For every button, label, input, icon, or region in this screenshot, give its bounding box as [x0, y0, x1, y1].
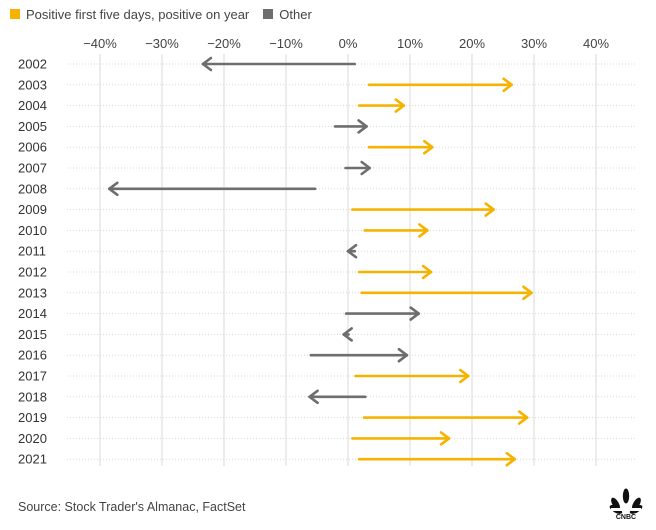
y-tick-label: 2006	[18, 140, 47, 155]
x-tick-label: 10%	[397, 36, 423, 51]
arrow-head	[397, 347, 409, 363]
arrow-head	[394, 98, 406, 113]
arrow-head	[505, 451, 517, 467]
legend-swatch-other	[263, 9, 274, 19]
x-tick-label: −20%	[207, 36, 241, 51]
y-tick-label: 2020	[18, 431, 47, 446]
y-tick-label: 2012	[18, 265, 47, 280]
arrow-head	[418, 223, 429, 238]
legend-item-positive[interactable]: Positive first five days, positive on ye…	[10, 7, 249, 22]
legend-label-other: Other	[279, 6, 312, 22]
y-tick-label: 2005	[18, 119, 47, 134]
x-tick-label: 40%	[583, 36, 609, 51]
y-tick-label: 2016	[18, 348, 47, 363]
y-tick-label: 2014	[18, 306, 47, 321]
x-tick-label: −10%	[269, 36, 303, 51]
arrow-head	[502, 77, 513, 93]
legend: Positive first five days, positive on ye…	[10, 5, 326, 23]
y-tick-label: 2007	[18, 161, 47, 176]
y-tick-label: 2017	[18, 369, 47, 384]
arrow-head	[439, 431, 451, 446]
legend-label-positive: Positive first five days, positive on ye…	[26, 6, 250, 22]
arrow-chart: −40% −30% −20% −10% 0% 10% 20% 30% 40% 2002 2003 20…	[18, 36, 636, 467]
arrow-head	[458, 368, 470, 384]
arrow-head	[484, 202, 495, 217]
y-tick-label: 2018	[18, 389, 47, 404]
arrow-head	[360, 160, 371, 176]
y-tick-label: 2009	[18, 202, 47, 217]
y-tick-label: 2015	[18, 327, 47, 342]
peacock-logo: CNBC	[609, 488, 643, 521]
source-note: Source: Stock Trader's Almanac, FactSet	[18, 500, 246, 514]
arrow-head	[346, 243, 358, 259]
x-tick-label: 30%	[521, 36, 547, 51]
y-tick-label: 2004	[18, 98, 47, 113]
x-tick-label: −30%	[145, 36, 179, 51]
logo-text: CNBC	[616, 514, 636, 521]
y-tick-label: 2013	[18, 285, 47, 300]
arrow-head	[357, 119, 368, 134]
y-tick-label: 2019	[18, 410, 47, 425]
x-tick-label: −40%	[83, 36, 117, 51]
legend-swatch-positive	[10, 9, 20, 19]
arrow-head	[522, 285, 533, 301]
arrow-head	[421, 264, 433, 280]
y-tick-label: 2011	[18, 244, 46, 259]
y-tick-label: 2021	[18, 452, 47, 467]
arrow-head	[342, 327, 353, 342]
x-tick-label: 20%	[459, 36, 485, 51]
peacock-icon	[609, 488, 643, 514]
x-tick-label: 0%	[339, 36, 358, 51]
legend-item-other[interactable]: Other	[263, 7, 312, 22]
y-tick-label: 2008	[18, 181, 47, 196]
y-tick-label: 2003	[18, 77, 47, 92]
arrow-head	[108, 181, 119, 197]
y-tick-label: 2002	[18, 57, 47, 72]
arrow-head	[423, 139, 434, 155]
arrow-head	[409, 306, 420, 321]
arrow-head	[517, 410, 529, 425]
arrow-head	[308, 389, 319, 405]
arrow-head	[201, 56, 213, 72]
y-tick-label: 2010	[18, 223, 47, 238]
